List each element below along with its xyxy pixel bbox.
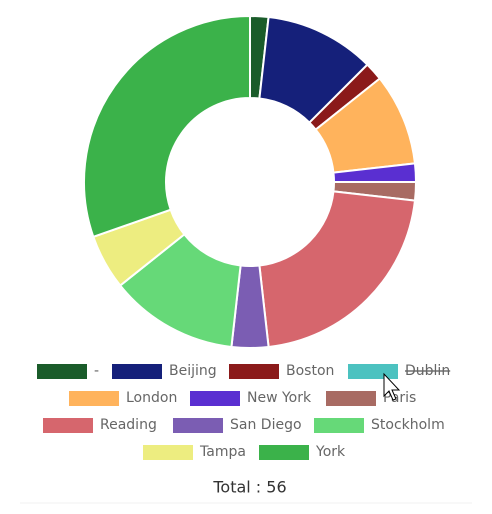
slice[interactable]	[83, 14, 251, 239]
legend-label[interactable]: San Diego	[230, 417, 302, 433]
legend-swatch[interactable]	[112, 364, 162, 379]
slice[interactable]	[258, 190, 417, 349]
legend-label[interactable]: Beijing	[169, 363, 217, 379]
legend-label[interactable]: Reading	[100, 417, 157, 433]
legend-swatch[interactable]	[37, 364, 87, 379]
legend-label[interactable]: New York	[247, 390, 312, 406]
legend-swatch[interactable]	[190, 391, 240, 406]
legend-label[interactable]: -	[94, 363, 99, 379]
legend-swatch[interactable]	[173, 418, 223, 433]
legend-swatch[interactable]	[69, 391, 119, 406]
legend-swatch[interactable]	[348, 364, 398, 379]
legend-swatch[interactable]	[259, 445, 309, 460]
total-label: Total : 56	[212, 478, 286, 497]
legend-label[interactable]: Stockholm	[371, 417, 445, 433]
legend-swatch[interactable]	[43, 418, 93, 433]
legend-label[interactable]: York	[315, 444, 346, 460]
legend-label[interactable]: Dublin	[405, 363, 450, 379]
legend-label[interactable]: London	[126, 390, 177, 406]
legend-label[interactable]: Tampa	[199, 444, 246, 460]
legend-swatch[interactable]	[326, 391, 376, 406]
cursor	[383, 372, 401, 401]
legend-swatch[interactable]	[314, 418, 364, 433]
legend-swatch[interactable]	[229, 364, 279, 379]
legend-label[interactable]: Boston	[286, 363, 334, 379]
legend-swatch[interactable]	[143, 445, 193, 460]
